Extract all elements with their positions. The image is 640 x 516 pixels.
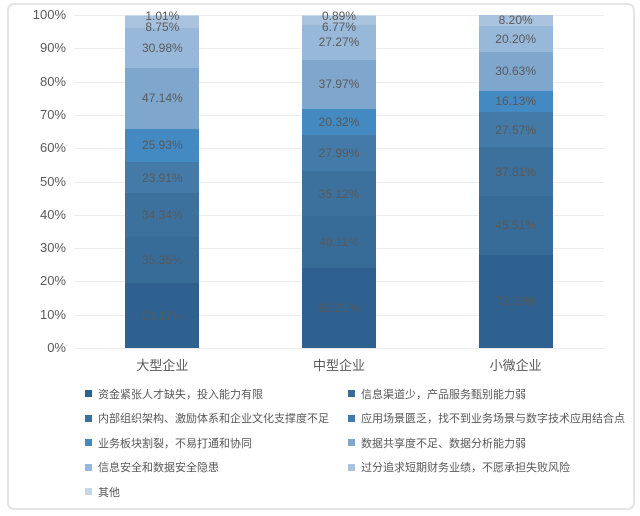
segment-value-label: 27.27% <box>318 35 360 50</box>
segment-value-label: 40.11% <box>319 235 359 250</box>
bar-segment <box>125 27 200 68</box>
x-category-label: 大型企业 <box>136 358 189 373</box>
segment-value-label: 27.57% <box>495 122 537 137</box>
legend-label: 过分追求短期财务业绩，不愿承担失败风险 <box>361 462 570 474</box>
y-tick-label: 60% <box>39 140 66 156</box>
bar-segment <box>302 15 376 17</box>
segment-value-label: 35.35% <box>141 253 183 268</box>
y-tick-label: 70% <box>39 106 66 122</box>
x-category-label: 小微企业 <box>489 358 542 373</box>
segment-value-label: 35.12% <box>318 186 360 201</box>
legend-item: 应用场景匮乏，找不到业务场景与数字技术应用结合点 <box>348 411 625 425</box>
segment-value-label: 30.98% <box>141 40 183 55</box>
segment-value-label: 20.20% <box>495 31 537 46</box>
bar-segment <box>302 16 376 25</box>
y-tick-label: 20% <box>39 273 66 289</box>
y-tick-label: 80% <box>39 73 66 89</box>
legend-swatch <box>85 414 92 422</box>
legend-item: 内部组织架构、激励体系和企业文化支撑度不足 <box>85 411 329 425</box>
legend-swatch <box>85 463 92 471</box>
y-tick-label: 10% <box>39 306 66 322</box>
bar-segment <box>302 267 376 348</box>
bar-segment <box>478 196 553 255</box>
segment-value-label: 30.63% <box>495 64 537 79</box>
bar-segment <box>125 193 200 238</box>
y-tick-label: 90% <box>39 40 66 56</box>
legend-swatch <box>348 414 355 422</box>
segment-value-label: 20.32% <box>318 114 360 129</box>
segment-value-label: 62.21% <box>318 300 360 315</box>
segment-value-label: 50.17% <box>141 308 183 323</box>
y-tick-label: 0% <box>47 340 66 355</box>
legend-swatch <box>85 390 92 397</box>
segment-value-label: 8.20% <box>498 13 533 28</box>
bar-segment <box>125 237 200 284</box>
segment-value-label: 27.99% <box>318 146 360 161</box>
segment-value-label: 23.91% <box>141 170 183 185</box>
segment-value-label: 72.38% <box>495 294 537 309</box>
legend-label: 业务板块割裂，不易打通和协同 <box>98 437 252 450</box>
legend-swatch <box>85 488 92 495</box>
bar-segment <box>478 51 553 92</box>
bar-segment <box>302 108 376 135</box>
bar-segment <box>125 16 200 28</box>
legend-swatch <box>348 390 355 397</box>
segment-value-label: 6.77% <box>321 19 357 34</box>
bar-segment <box>302 171 376 217</box>
bar-segment <box>125 162 200 194</box>
legend-label: 内部组织架构、激励体系和企业文化支撑度不足 <box>98 413 329 425</box>
legend-item: 其他 <box>85 485 120 499</box>
legend-item: 业务板块割裂，不易打通和协同 <box>85 436 252 450</box>
segment-value-label: 47.14% <box>141 91 183 106</box>
legend-item: 资金紧张人才缺失，投入能力有限 <box>85 387 263 401</box>
y-tick-label: 50% <box>39 173 66 189</box>
legend-label: 资金紧张人才缺失，投入能力有限 <box>98 388 263 401</box>
segment-value-label: 25.93% <box>141 138 183 153</box>
y-tick-label: 100% <box>32 7 66 22</box>
bar-segment <box>478 15 553 26</box>
segment-value-label: 34.34% <box>141 208 183 223</box>
bar-segment <box>302 24 376 60</box>
legend-label: 信息安全和数据安全隐患 <box>98 462 219 474</box>
segment-value-label: 37.81% <box>495 164 537 179</box>
segment-value-label: 1.01% <box>145 8 180 23</box>
legend-item: 数据共享度不足、数据分析能力弱 <box>348 436 526 450</box>
bar-segment <box>302 135 376 172</box>
segment-value-label: 16.13% <box>495 94 537 109</box>
segment-value-label: 8.75% <box>145 19 180 34</box>
legend-item: 信息安全和数据安全隐患 <box>85 460 219 474</box>
bar-segment <box>125 67 200 129</box>
bar-segment <box>478 254 553 348</box>
legend-item: 信息渠道少，产品服务甄别能力弱 <box>348 387 526 401</box>
legend-label: 数据共享度不足、数据分析能力弱 <box>361 437 526 450</box>
legend-swatch <box>85 439 92 446</box>
bar-segment <box>302 59 376 109</box>
legend-label: 信息渠道少，产品服务甄别能力弱 <box>361 388 526 401</box>
legend-label: 其他 <box>98 486 120 499</box>
segment-value-label: 37.97% <box>318 77 360 92</box>
bar-segment <box>125 15 200 17</box>
bar-segment <box>125 128 200 163</box>
legend-swatch <box>348 439 355 446</box>
y-tick-label: 30% <box>39 240 66 256</box>
legend-swatch <box>348 463 355 471</box>
bar-segment <box>125 283 200 348</box>
bar-segment <box>478 91 553 112</box>
legend-item: 过分追求短期财务业绩，不愿承担失败风险 <box>348 460 570 474</box>
bar-segment <box>478 25 553 52</box>
segment-value-label: 45.51% <box>495 218 537 233</box>
x-category-label: 中型企业 <box>312 358 366 373</box>
segment-value-label: 0.89% <box>321 8 357 23</box>
bar-segment <box>478 147 553 197</box>
legend-label: 应用场景匮乏，找不到业务场景与数字技术应用结合点 <box>361 413 625 425</box>
y-tick-label: 40% <box>39 206 66 222</box>
gridline <box>74 348 604 349</box>
bar-segment <box>302 216 376 268</box>
bar-segment <box>478 111 553 148</box>
